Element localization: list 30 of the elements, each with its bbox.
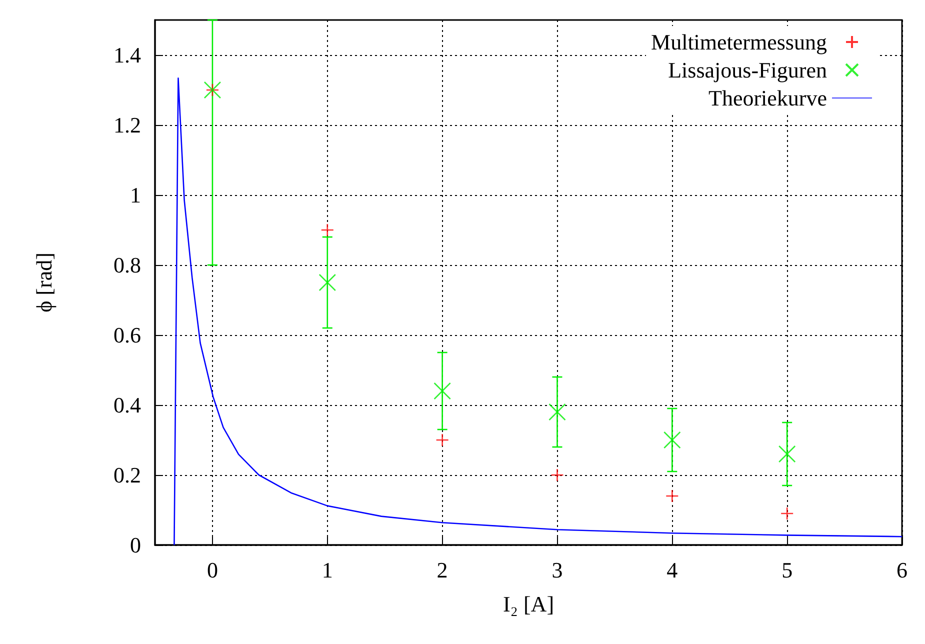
point [666,489,679,503]
y-tick-label: 1 [130,182,141,208]
x-tick-label: 6 [896,558,908,582]
legend-label: Theoriekurve [708,86,827,110]
y-axis-title: ϕ [rad] [32,252,56,312]
point [664,431,681,449]
x-tick-label: 5 [782,558,793,582]
x-tick-label: 4 [666,558,678,582]
y-tick-label: 1.4 [114,42,141,68]
x-tick-label: 2 [436,558,448,582]
x-axis-title: I₂ [A] [502,592,554,616]
legend-label: Lissajous-Figuren [668,58,827,82]
y-tick-label: 1.2 [114,112,141,138]
point [436,433,449,447]
point [320,223,334,237]
legend-label: Multimetermessung [651,30,827,54]
point [550,468,564,482]
y-tick-label: 0 [130,532,141,558]
point [318,274,336,292]
y-tick-label: 0.8 [114,252,141,278]
y-tick-label: 0.2 [114,462,141,488]
y-tick-label: 0.6 [114,322,141,348]
x-tick-label: 3 [552,558,563,582]
y-tick-label: 0.4 [114,392,141,418]
point [434,382,451,400]
x-tick-label: 1 [322,558,333,582]
x-tick-label: 0 [206,558,218,582]
point [548,403,566,421]
point [780,506,794,520]
point [778,445,796,463]
